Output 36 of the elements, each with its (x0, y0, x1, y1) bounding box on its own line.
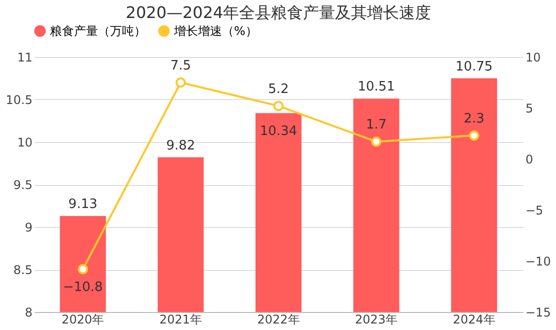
data-label: −10.8 (62, 280, 103, 296)
point (176, 77, 186, 88)
y2-tick-label: −5 (526, 204, 544, 218)
data-label: 1.7 (366, 118, 387, 133)
x-tick-label: 2024年 (452, 312, 496, 326)
y2-tick-label: 10 (526, 50, 541, 64)
point (273, 100, 284, 112)
y-tick-label: 8.5 (13, 263, 32, 277)
legend-label: 粮食产量（万吨） (50, 24, 146, 38)
data-label: 10.75 (455, 59, 493, 74)
legend-label: 增长增速（%） (173, 24, 258, 38)
data-label: 10.34 (260, 124, 298, 140)
point (78, 264, 88, 274)
y2-tick-label: 0 (526, 152, 534, 166)
data-label: 9.82 (166, 138, 196, 154)
y-tick-label: 9.5 (13, 178, 32, 192)
point (468, 130, 480, 141)
data-label: 2.3 (464, 112, 484, 127)
y-tick-label: 9 (24, 220, 32, 234)
y-tick-label: 11 (17, 50, 32, 64)
x-tick-label: 2020年 (62, 312, 104, 326)
data-label: 7.5 (170, 58, 192, 74)
y2-tick-label: −10 (526, 254, 551, 268)
y2-tick-label: −15 (526, 306, 551, 320)
x-tick-label: 2021年 (159, 312, 202, 326)
y-tick-label: 10.5 (6, 93, 32, 107)
chart-title: 2020—2024年全县粮食产量及其增长速度 (126, 3, 432, 22)
x-tick-label: 2023年 (355, 312, 398, 326)
x-tick-label: 2022年 (257, 312, 300, 326)
y2-tick-label: 5 (526, 102, 534, 116)
y-tick-label: 10 (17, 136, 32, 150)
data-label: 10.51 (358, 80, 395, 95)
data-label: 5.2 (268, 82, 289, 97)
y-tick-label: 8 (24, 306, 32, 320)
point (371, 136, 382, 147)
data-label: 9.13 (68, 196, 98, 212)
